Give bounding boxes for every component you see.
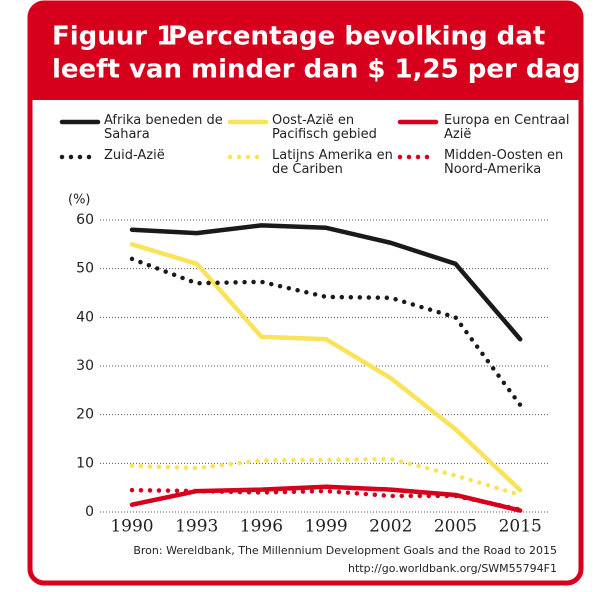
source: http://go.worldbank.org/SWM55794F1 <box>348 562 557 575</box>
series-line <box>129 242 523 493</box>
series-line <box>129 223 523 342</box>
x-tick-label: 1990 <box>110 517 153 537</box>
y-tick-label: 10 <box>76 455 94 471</box>
legend-label: Europa en Centraal Azië <box>444 113 570 142</box>
title-line: leeft van minder dan $ 1,25 per dag <box>52 55 581 85</box>
legend-label: Midden-Oosten en Noord-Amerika <box>444 148 564 177</box>
y-tick-label: 30 <box>76 358 94 374</box>
legend-label: Oost-Azië en Pacifisch gebied <box>272 113 377 142</box>
x-tick-label: 1999 <box>304 517 347 537</box>
legend-label: Zuid-Azië <box>104 148 165 163</box>
series-line <box>129 256 523 408</box>
y-tick-label: 0 <box>85 504 94 520</box>
header <box>30 3 581 100</box>
x-tick-label: 1993 <box>175 517 218 537</box>
figure-label: Figuur 1 <box>52 22 174 52</box>
y-tick-label: 50 <box>76 261 94 277</box>
x-tick-label: 1996 <box>240 517 283 537</box>
y-tick-label: 60 <box>76 212 94 228</box>
y-tick-label: 40 <box>76 309 94 325</box>
series-line <box>129 456 523 498</box>
y-axis-label: (%) <box>68 193 91 208</box>
series-line <box>129 487 523 512</box>
x-tick-label: 2005 <box>434 517 477 537</box>
legend-label: Latijns Amerika en de Cariben <box>272 148 393 177</box>
x-tick-label: 2015 <box>499 517 542 537</box>
legend-label: Afrika beneden de Sahara <box>104 113 223 142</box>
x-tick-label: 2002 <box>369 517 412 537</box>
y-tick-label: 20 <box>76 407 94 423</box>
source: Bron: Wereldbank, The Millennium Develop… <box>133 544 557 557</box>
title-line: Percentage bevolking dat <box>168 22 545 52</box>
